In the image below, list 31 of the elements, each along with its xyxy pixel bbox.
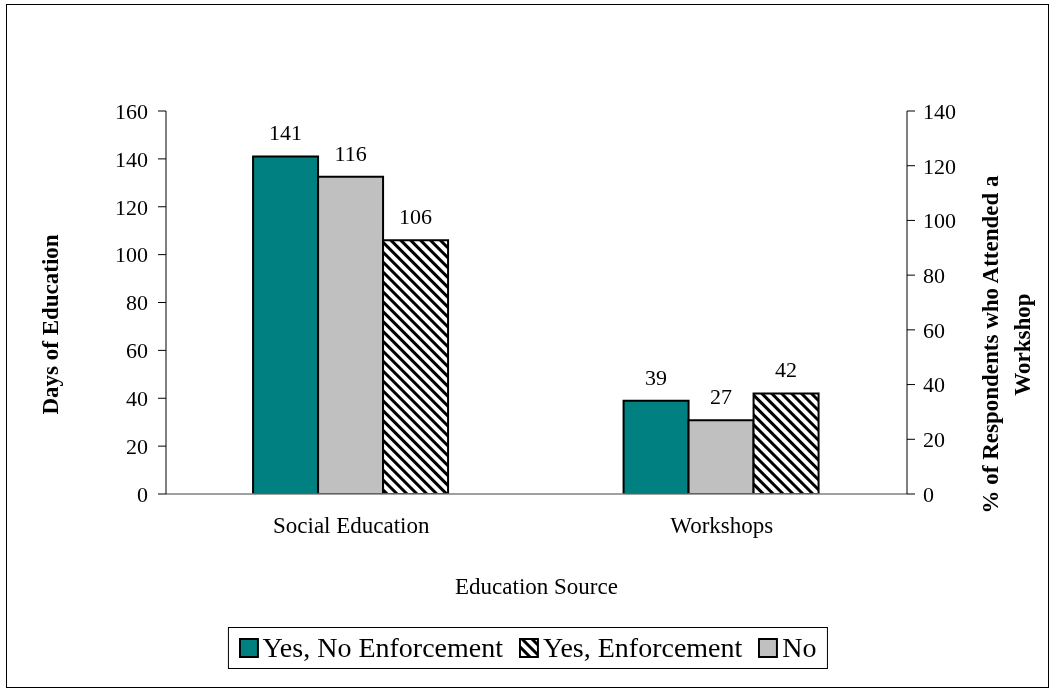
x-axis-title: Education Source — [455, 574, 618, 600]
y2-tick-label: 0 — [923, 481, 934, 507]
y-tick-label: 160 — [115, 98, 148, 124]
legend-label: Yes, Enforcement — [542, 632, 743, 664]
y-tick-label: 60 — [126, 338, 148, 364]
data-label: 141 — [269, 120, 303, 146]
y-tick-label: 40 — [126, 386, 148, 412]
y2-tick-label: 140 — [923, 98, 956, 124]
y2-axis-title: % of Respondents who Attended a Workshop — [978, 174, 1036, 514]
legend-label: No — [782, 632, 817, 664]
y2-tick-label: 20 — [923, 427, 945, 453]
data-label: 116 — [334, 140, 367, 166]
y-tick-label: 100 — [115, 242, 148, 268]
data-label: 42 — [775, 357, 798, 383]
y-tick-label: 120 — [115, 194, 148, 220]
y2-tick-label: 60 — [923, 317, 945, 343]
data-label: 106 — [399, 204, 433, 230]
y2-tick-label: 120 — [923, 153, 956, 179]
y-tick-label: 20 — [126, 433, 148, 459]
data-label: 39 — [645, 364, 668, 390]
x-tick-label: Social Education — [273, 513, 430, 539]
y-axis-title: Days of Education — [38, 234, 64, 415]
y2-tick-label: 80 — [923, 262, 945, 288]
x-tick-label: Workshops — [670, 513, 774, 539]
y-tick-label: 140 — [115, 146, 148, 172]
data-label: 27 — [710, 384, 733, 410]
legend-label: Yes, No Enforcement — [262, 632, 503, 664]
y-tick-label: 80 — [126, 290, 148, 316]
y2-tick-label: 100 — [923, 208, 956, 234]
y-tick-label: 0 — [137, 481, 148, 507]
y2-tick-label: 40 — [923, 372, 945, 398]
